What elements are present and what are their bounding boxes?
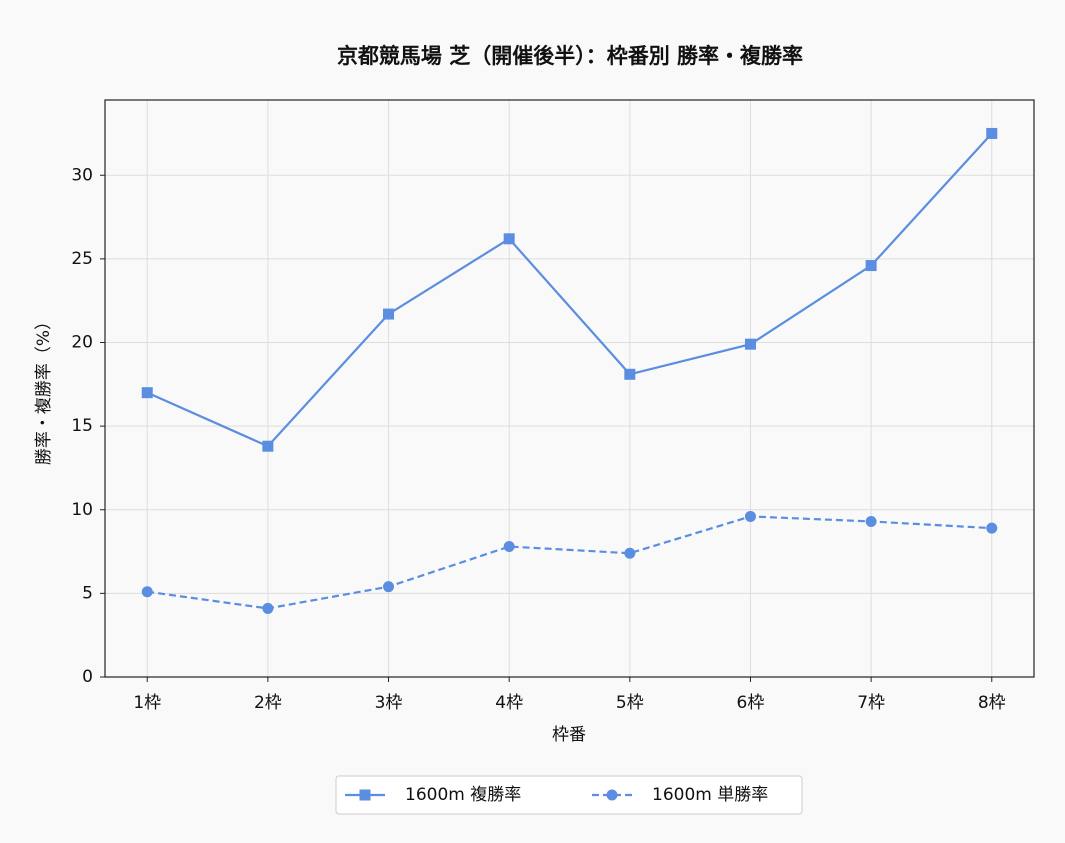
series-line xyxy=(147,515,992,610)
x-tick-label: 7枠 xyxy=(857,693,885,713)
marker xyxy=(865,515,877,527)
marker xyxy=(262,602,274,614)
x-tick-label: 4枠 xyxy=(495,693,523,713)
y-axis-label: 勝率・複勝率（%） xyxy=(34,313,54,465)
y-tick-label: 10 xyxy=(71,500,93,520)
x-tick-label: 8枠 xyxy=(978,693,1006,713)
marker xyxy=(744,510,756,522)
y-tick-label: 30 xyxy=(71,165,93,185)
x-tick-label: 3枠 xyxy=(375,693,403,713)
plot-frame xyxy=(104,99,1035,678)
marker xyxy=(865,260,877,272)
marker xyxy=(383,581,395,593)
chart-title: 京都競馬場 芝（開催後半）：枠番別 勝率・複勝率 xyxy=(337,44,803,68)
marker xyxy=(359,789,371,801)
marker xyxy=(624,547,636,559)
legend-label: 1600m 単勝率 xyxy=(652,785,768,805)
x-tick-label: 5枠 xyxy=(616,693,644,713)
marker xyxy=(624,368,636,380)
marker xyxy=(141,586,153,598)
x-axis-label: 枠番 xyxy=(552,725,586,745)
marker xyxy=(503,233,515,245)
marker xyxy=(141,387,153,399)
x-tick-label: 6枠 xyxy=(737,693,765,713)
x-tick-label: 1枠 xyxy=(133,693,161,713)
marker xyxy=(262,440,274,452)
marker xyxy=(986,522,998,534)
marker xyxy=(744,338,756,350)
y-tick-label: 15 xyxy=(71,416,93,436)
x-tick-label: 2枠 xyxy=(254,693,282,713)
plot-area xyxy=(105,100,1034,678)
legend-label: 1600m 複勝率 xyxy=(405,785,521,805)
y-tick-label: 20 xyxy=(71,333,93,353)
y-tick-label: 0 xyxy=(82,667,93,687)
legend xyxy=(335,775,803,815)
y-tick-label: 5 xyxy=(82,583,93,603)
y-tick-label: 25 xyxy=(71,249,93,269)
marker xyxy=(503,541,515,553)
marker xyxy=(383,308,395,320)
series-line xyxy=(146,132,993,448)
marker xyxy=(986,127,998,139)
marker xyxy=(606,789,618,801)
